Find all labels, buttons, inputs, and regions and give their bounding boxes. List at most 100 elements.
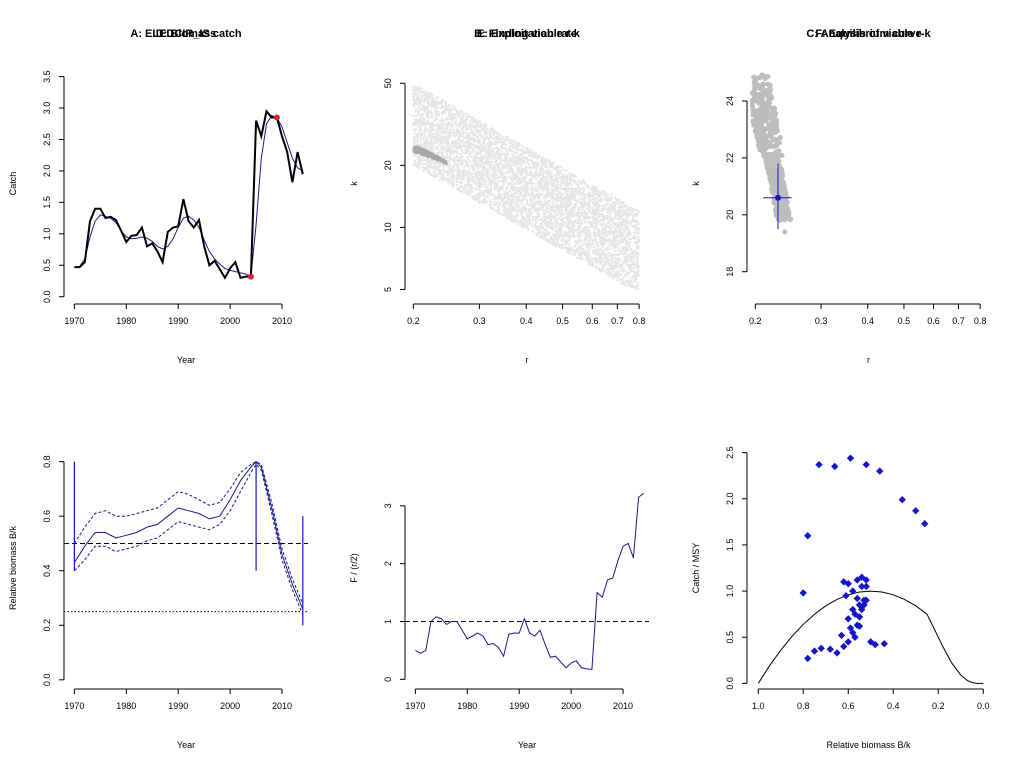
rk-point (567, 211, 570, 214)
rk-point (627, 231, 630, 234)
rk-point (452, 161, 455, 164)
rk-point (573, 225, 576, 228)
rk-point (478, 197, 481, 200)
rk-point (521, 214, 524, 217)
rk-point (580, 201, 583, 204)
rk-point (534, 175, 537, 178)
rk-point (476, 175, 479, 178)
rk-point (450, 171, 453, 174)
rk-point (456, 129, 459, 132)
rk-point (631, 275, 634, 278)
rk-point (630, 263, 633, 266)
rk-point (548, 176, 551, 179)
rk-point (524, 180, 527, 183)
rk-point (441, 138, 444, 141)
rk-point (596, 190, 599, 193)
rk-point (445, 154, 448, 157)
rk-point (578, 257, 581, 260)
rk-point (573, 181, 576, 184)
rk-point (425, 159, 428, 162)
rk-point (563, 246, 566, 249)
rk-point (467, 139, 470, 142)
rk-point (500, 163, 503, 166)
rk-point (582, 178, 585, 181)
rk-point (624, 257, 627, 260)
rk-point (413, 152, 416, 155)
rk-point (594, 235, 597, 238)
rk-point (597, 194, 600, 197)
rk-point (448, 167, 451, 170)
rk-point (556, 188, 559, 191)
rk-point (545, 166, 548, 169)
rk-point (463, 159, 466, 162)
rk-point (522, 218, 525, 221)
rk-point (434, 99, 437, 102)
rk-point (578, 219, 581, 222)
rk-point (633, 258, 636, 261)
rk-point (540, 156, 543, 159)
rk-point (493, 139, 496, 142)
rk-point (567, 251, 570, 254)
rk-point (476, 164, 479, 167)
rk-point (495, 169, 498, 172)
rk-point (583, 232, 586, 235)
rk-point (592, 211, 595, 214)
rk-point (444, 102, 447, 105)
rk-point (615, 198, 618, 201)
rk-point (610, 266, 613, 269)
rk-point (448, 130, 451, 133)
rk-point (592, 187, 595, 190)
rk-point (525, 167, 528, 170)
rk-point (452, 144, 455, 147)
rk-point (568, 230, 571, 233)
rk-point (599, 268, 602, 271)
rk-point (568, 227, 571, 230)
rk-point (452, 134, 455, 137)
rk-point (570, 222, 573, 225)
rk-point (481, 156, 484, 159)
rk-point (621, 202, 624, 205)
rk-point (488, 145, 491, 148)
rk-point (421, 162, 424, 165)
rk-point (495, 173, 498, 176)
rk-point (626, 208, 629, 211)
rk-point (425, 114, 428, 117)
rk-point (482, 163, 485, 166)
rk-point (484, 135, 487, 138)
rk-point (462, 136, 465, 139)
rk-point (543, 200, 546, 203)
rk-point (538, 215, 541, 218)
rk-point (469, 127, 472, 130)
rk-point (525, 166, 528, 169)
rk-point (560, 198, 563, 201)
rk-point (610, 197, 613, 200)
rk-point (625, 248, 628, 251)
rk-point (459, 120, 462, 123)
rk-point (569, 218, 572, 221)
rk-point (571, 178, 574, 181)
rk-point (570, 202, 573, 205)
rk-point (423, 144, 426, 147)
rk-point (424, 109, 427, 112)
rk-point (486, 131, 489, 134)
rk-point (624, 249, 627, 252)
rk-point (479, 148, 482, 151)
rk-point (415, 98, 418, 101)
rk-point (472, 140, 475, 143)
rk-point (557, 211, 560, 214)
rk-point (624, 269, 627, 272)
rk-point (536, 202, 539, 205)
rk-point (614, 216, 617, 219)
rk-point (474, 118, 477, 121)
rk-point (459, 141, 462, 144)
rk-point (588, 196, 591, 199)
rk-point (494, 159, 497, 162)
rk-point (530, 154, 533, 157)
rk-point (573, 198, 576, 201)
rk-point (421, 121, 424, 124)
rk-point (511, 140, 514, 143)
rk-point (540, 233, 543, 236)
rk-point (594, 211, 597, 214)
rk-point (616, 225, 619, 228)
rk-point (613, 253, 616, 256)
